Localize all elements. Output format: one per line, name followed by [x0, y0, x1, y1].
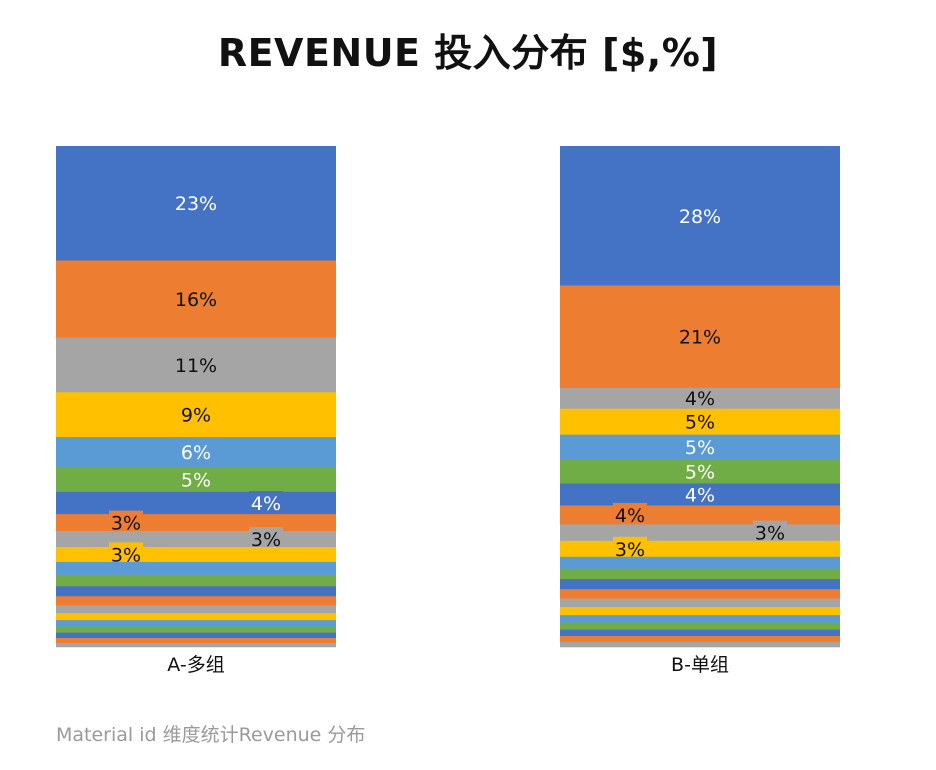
- bar-segment: [560, 408, 840, 435]
- bar-segment: [56, 546, 336, 563]
- bar-segment: [56, 514, 336, 532]
- data-label: 6%: [181, 442, 211, 464]
- data-label: 4%: [685, 388, 715, 410]
- category-label: A-多组: [167, 654, 224, 676]
- bar-segment: [56, 632, 336, 639]
- bar-segment: [56, 561, 336, 576]
- bar-segment: [56, 605, 336, 614]
- bar-segment: [560, 598, 840, 608]
- bar-segment: [560, 568, 840, 580]
- data-label-box: [753, 520, 787, 545]
- bar-segment: [56, 491, 336, 515]
- bar-segment: [56, 586, 336, 597]
- bar-segment: [560, 524, 840, 542]
- data-label-box: [249, 490, 283, 515]
- data-label: 3%: [251, 529, 281, 551]
- chart-title: REVENUE 投入分布 [$,%]: [217, 31, 719, 75]
- bar-segment: [56, 531, 336, 548]
- bar-segment: [560, 146, 840, 286]
- bar-segment: [56, 146, 336, 261]
- bar-segment: [560, 285, 840, 389]
- data-label: 5%: [685, 462, 715, 484]
- data-label: 5%: [685, 437, 715, 459]
- bar-segment: [560, 589, 840, 599]
- bar-segment: [560, 642, 840, 648]
- bar-segment: [560, 556, 840, 570]
- bar-segment: [56, 392, 336, 438]
- data-label: 9%: [181, 405, 211, 427]
- data-label: 4%: [251, 493, 281, 515]
- data-label-box: [613, 502, 647, 527]
- bar-segment: [560, 622, 840, 630]
- bar-segment: [56, 626, 336, 633]
- category-label: B-单组: [671, 654, 729, 676]
- bar-segment: [560, 607, 840, 616]
- bar-segment: [56, 337, 336, 393]
- data-label: 5%: [181, 469, 211, 491]
- footer-note: Material id 维度统计Revenue 分布: [56, 724, 366, 746]
- bar-segment: [560, 540, 840, 558]
- data-label: 21%: [679, 327, 721, 349]
- data-label: 28%: [679, 206, 721, 228]
- data-label: 11%: [175, 355, 217, 377]
- bar-segment: [56, 643, 336, 648]
- bar-segment: [56, 437, 336, 468]
- bar-segment: [560, 629, 840, 637]
- bar-segment: [560, 434, 840, 460]
- bar-segment: [560, 483, 840, 506]
- bar-segment: [56, 638, 336, 644]
- data-label: 5%: [685, 412, 715, 434]
- data-label: 3%: [755, 523, 785, 545]
- bar-segment: [560, 505, 840, 525]
- data-label: 4%: [685, 484, 715, 506]
- data-label: 4%: [615, 505, 645, 527]
- bar-segment: [56, 466, 336, 493]
- bar-segment: [56, 620, 336, 627]
- bar-segment: [560, 636, 840, 643]
- data-label: 3%: [111, 544, 141, 566]
- data-label: 3%: [615, 539, 645, 561]
- bar-segment: [56, 260, 336, 338]
- bar-segment: [560, 615, 840, 623]
- data-label-box: [109, 510, 143, 535]
- bar-segment: [56, 613, 336, 621]
- bar-segment: [56, 574, 336, 587]
- data-label: 23%: [175, 193, 217, 215]
- bar-segment: [56, 596, 336, 606]
- data-label: 3%: [111, 513, 141, 535]
- bar-segment: [560, 579, 840, 590]
- bar-segment: [560, 459, 840, 484]
- data-label: 16%: [175, 289, 217, 311]
- bar-segment: [560, 387, 840, 410]
